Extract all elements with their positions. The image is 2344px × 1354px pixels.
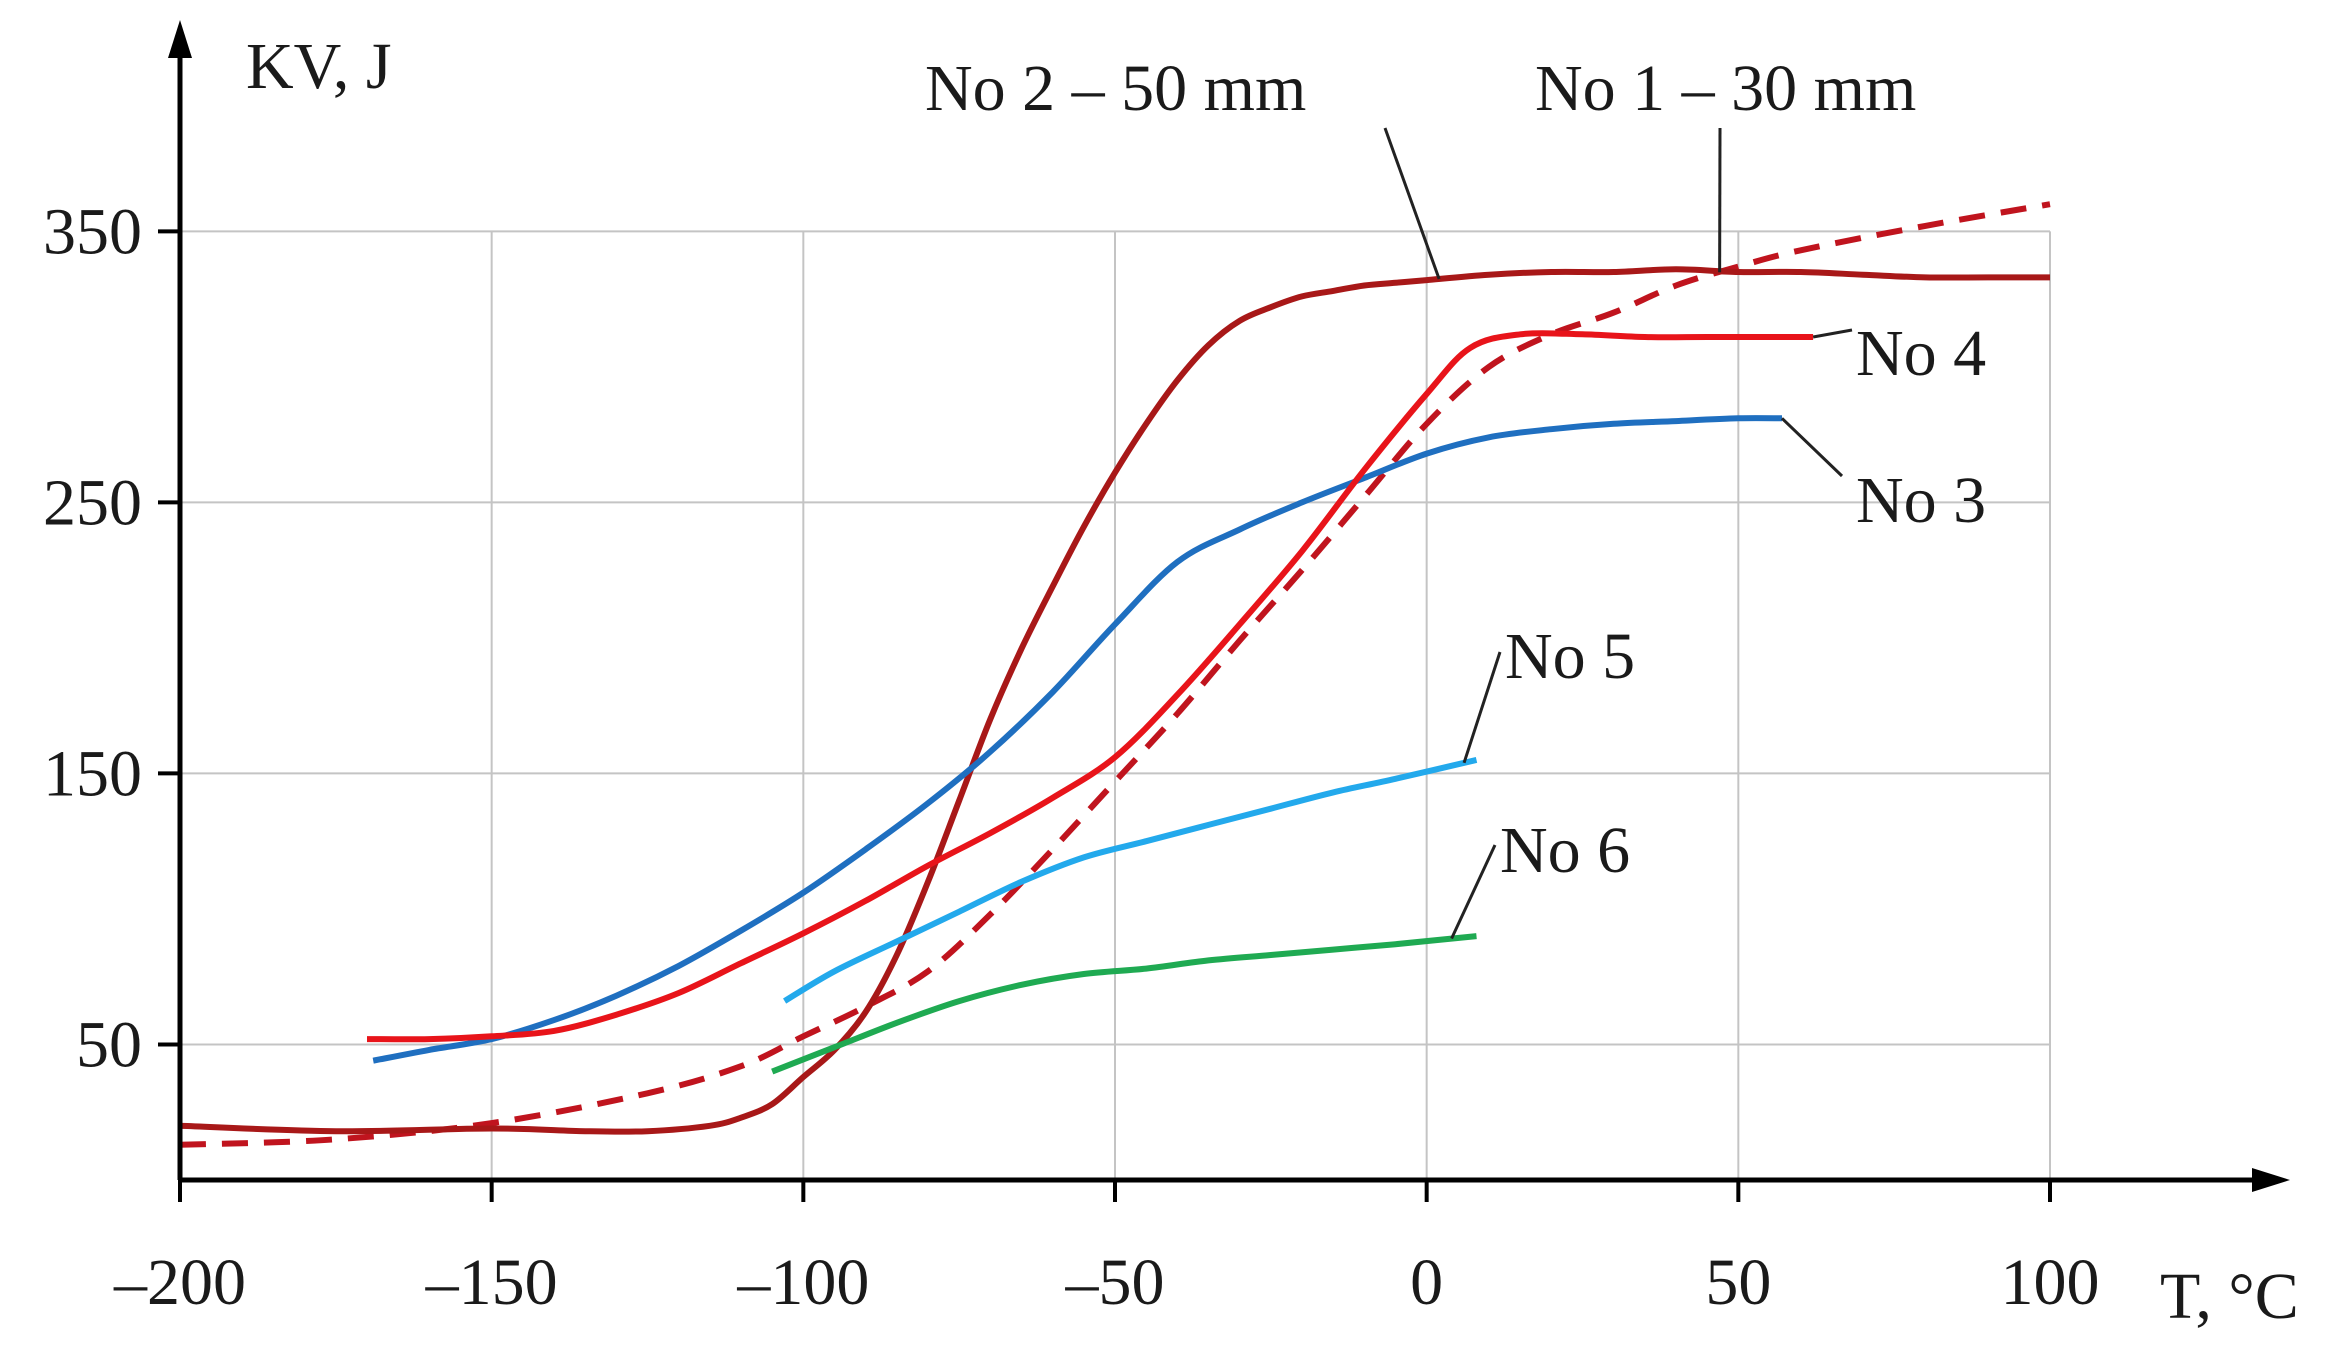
y-axis-arrow <box>168 20 192 58</box>
series-line-6 <box>771 933 1477 1075</box>
leader-line-6 <box>1450 844 1497 940</box>
axes <box>168 20 2290 1192</box>
x-tick-label: –150 <box>425 1246 558 1319</box>
x-tick-label: –200 <box>113 1246 246 1319</box>
series-label-3: No 4 <box>1856 317 1986 390</box>
series-label-5: No 5 <box>1505 620 1635 693</box>
series-labels: No 2 – 50 mm No 1 – 30 mm No 4 No 3 No 5 No 6 <box>925 52 1986 940</box>
series-line-2 <box>179 266 2050 1135</box>
series-label-4: No 3 <box>1856 464 1986 537</box>
series-line-1 <box>179 201 2051 1148</box>
y-tick-label: 350 <box>43 195 142 268</box>
x-tick-label: 0 <box>1410 1246 1443 1319</box>
x-tick-label: –50 <box>1065 1246 1165 1319</box>
ticks: –200 –150 –100 –50 0 50 100 50 150 250 350 <box>43 195 2100 1319</box>
leader-line-3 <box>1812 328 1853 339</box>
x-axis-title: T, °C <box>2160 1260 2299 1333</box>
grid <box>180 230 2051 1180</box>
x-tick-label: 100 <box>2001 1246 2100 1319</box>
y-axis-title: KV, J <box>246 30 392 103</box>
series-line-3 <box>372 415 1783 1064</box>
x-axis-arrow <box>2252 1168 2290 1192</box>
y-tick-label: 50 <box>76 1008 142 1081</box>
leader-line-4 <box>1780 417 1844 478</box>
x-tick-label: 50 <box>1705 1246 1771 1319</box>
leader-line-1 <box>1383 127 1441 280</box>
series-line-5 <box>783 756 1478 1004</box>
leader-line-5 <box>1462 651 1502 764</box>
series-label-6: No 6 <box>1500 814 1630 887</box>
y-tick-label: 250 <box>43 466 142 539</box>
series-line-4 <box>366 330 1814 1043</box>
y-tick-label: 150 <box>43 737 142 810</box>
series-label-2: No 1 – 30 mm <box>1535 52 1916 125</box>
x-tick-label: –100 <box>736 1246 869 1319</box>
series-label-1: No 2 – 50 mm <box>925 52 1306 125</box>
plot-series <box>179 201 2051 1148</box>
